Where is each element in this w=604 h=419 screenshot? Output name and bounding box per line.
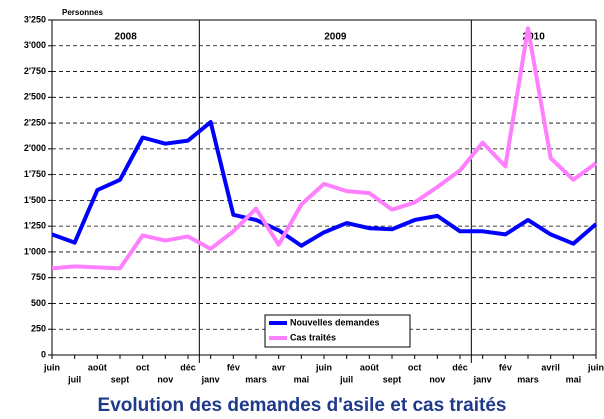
y-tick-label: 250 xyxy=(31,324,46,334)
x-tick-label: déc xyxy=(452,362,468,372)
x-tick-label: fév xyxy=(499,362,512,372)
x-tick-label: mars xyxy=(245,374,267,384)
series-line xyxy=(51,26,598,271)
x-tick-label: juil xyxy=(67,374,81,384)
x-tick-label: mars xyxy=(517,374,539,384)
series-line xyxy=(51,120,598,248)
y-tick-label: 3'000 xyxy=(24,40,46,50)
y-tick-label: 2'500 xyxy=(24,92,46,102)
x-tick-label: avr xyxy=(272,362,286,372)
x-tick-label: sept xyxy=(111,374,130,384)
x-tick-label: déc xyxy=(180,362,196,372)
x-tick-label: juin xyxy=(587,362,604,372)
legend-box xyxy=(264,314,411,348)
x-tick-label: nov xyxy=(429,374,445,384)
y-tick-label: 0 xyxy=(41,349,46,359)
x-tick-label: janv xyxy=(201,374,220,384)
y-tick-label: 1'250 xyxy=(24,221,46,231)
x-tick-label: sept xyxy=(383,374,402,384)
x-tick-label: nov xyxy=(157,374,173,384)
y-tick-label: 500 xyxy=(31,298,46,308)
x-tick-label: juin xyxy=(315,362,332,372)
y-tick-label: 1'500 xyxy=(24,195,46,205)
x-tick-label: juin xyxy=(43,362,60,372)
y-tick-label: 3'250 xyxy=(24,14,46,24)
x-tick-label: oct xyxy=(136,362,150,372)
x-tick-label: août xyxy=(360,362,379,372)
x-tick-label: janv xyxy=(473,374,492,384)
y-tick-label: 750 xyxy=(31,272,46,282)
year-label: 2010 xyxy=(523,32,546,43)
year-label: 2008 xyxy=(115,32,138,43)
year-label: 2009 xyxy=(324,32,347,43)
x-tick-label: fév xyxy=(227,362,240,372)
x-tick-label: oct xyxy=(408,362,422,372)
y-tick-label: 2'250 xyxy=(24,117,46,127)
legend-label: Cas traités xyxy=(290,332,336,342)
chart-title: Evolution des demandes d'asile et cas tr… xyxy=(98,395,507,416)
y-axis-label: Personnes xyxy=(62,8,103,17)
legend-label: Nouvelles demandes xyxy=(290,317,380,327)
x-tick-label: mai xyxy=(566,374,582,384)
y-tick-label: 2'750 xyxy=(24,66,46,76)
y-tick-label: 1'000 xyxy=(24,246,46,256)
x-tick-label: juil xyxy=(339,374,353,384)
x-tick-label: août xyxy=(88,362,107,372)
y-tick-label: 1'750 xyxy=(24,169,46,179)
y-tick-label: 2'000 xyxy=(24,143,46,153)
x-tick-label: mai xyxy=(294,374,310,384)
x-tick-label: avril xyxy=(541,362,560,372)
